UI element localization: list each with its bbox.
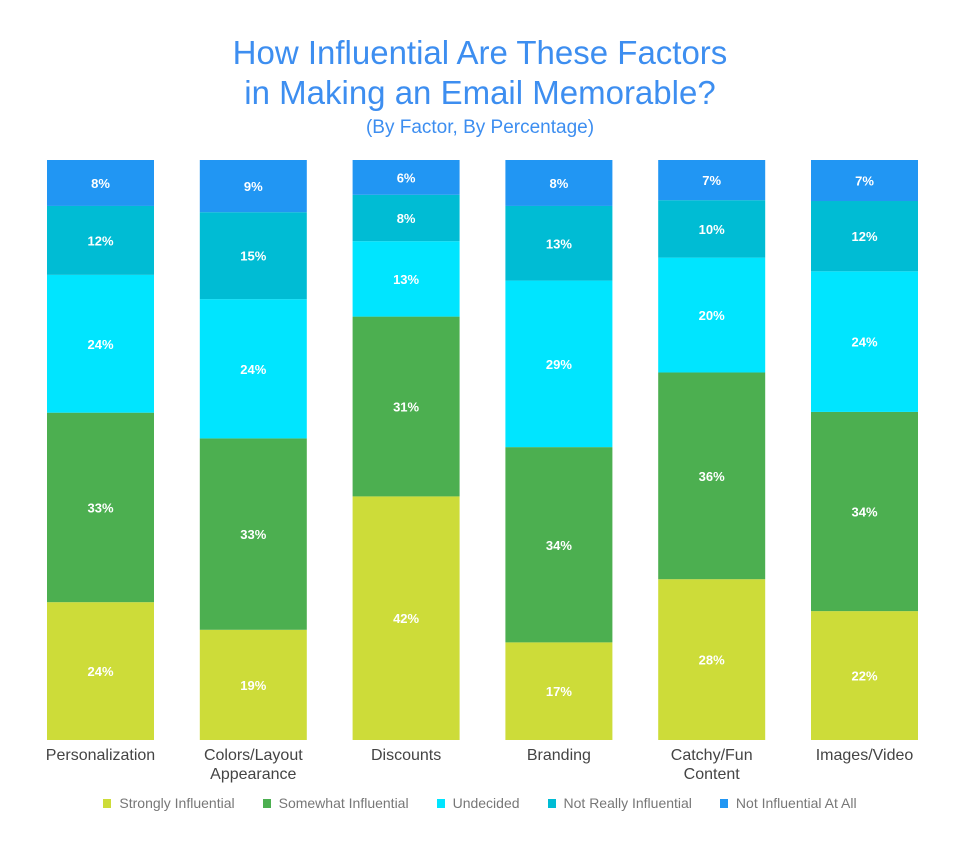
data-label: 42% (393, 611, 419, 626)
data-label: 33% (240, 527, 266, 542)
legend-label: Somewhat Influential (278, 795, 409, 811)
data-label: 17% (546, 684, 572, 699)
legend-item: Not Influential At All (719, 795, 857, 811)
category-label: Discounts (371, 747, 441, 764)
legend-swatch (436, 798, 445, 808)
category-label: Personalization (46, 747, 155, 764)
bar-segment (658, 160, 766, 201)
bar-segment (199, 438, 307, 630)
data-label: 24% (851, 335, 877, 350)
data-label: 24% (87, 337, 113, 352)
data-label: 24% (87, 664, 113, 679)
bar-segment (658, 372, 766, 580)
bar-segment (47, 274, 154, 413)
data-label: 15% (240, 249, 266, 264)
legend-item: Somewhat Influential (262, 795, 409, 811)
category-label: Images/Video (816, 747, 914, 764)
bar-segment (658, 579, 766, 740)
bar-segment (352, 160, 460, 195)
data-label: 34% (546, 538, 572, 553)
data-label: 34% (851, 505, 877, 520)
data-label: 33% (87, 500, 113, 515)
legend-swatch (719, 798, 728, 808)
data-label: 6% (397, 170, 416, 185)
bar-segment (47, 205, 154, 275)
bar-segment (505, 160, 613, 206)
legend-label: Undecided (452, 795, 520, 811)
chart-title-line-1: How Influential Are These Factors (232, 34, 728, 71)
legend-swatch (103, 798, 112, 808)
bar-segment (811, 160, 918, 202)
category-label: Branding (527, 747, 591, 764)
bar-segment (658, 200, 766, 258)
data-label: 8% (550, 176, 569, 191)
bar-segment (199, 212, 307, 300)
bar-segment (47, 602, 154, 740)
bar-segment (505, 447, 613, 643)
chart-subtitle: (By Factor, By Percentage) (365, 117, 595, 138)
chart-title-line-2: in Making an Email Memorable? (244, 74, 716, 111)
data-label: 29% (546, 357, 572, 372)
category-label: Catchy/Fun (671, 747, 753, 764)
legend-label: Not Influential At All (735, 795, 857, 811)
bar-segment (811, 271, 918, 412)
bar-segment (352, 316, 460, 497)
legend-item: Not Really Influential (547, 795, 692, 811)
legend-swatch (262, 798, 271, 808)
data-label: 24% (240, 362, 266, 377)
data-label: 10% (699, 222, 725, 237)
legend-swatch (547, 798, 556, 808)
data-label: 36% (699, 469, 725, 484)
data-label: 7% (702, 173, 721, 188)
bar-segment (811, 411, 918, 612)
bar-segment (199, 629, 307, 740)
bar-segment (199, 299, 307, 439)
bar-segment (47, 160, 154, 206)
legend: Strongly Influential Somewhat Influential… (0, 795, 960, 811)
data-label: 8% (91, 176, 110, 191)
category-label: Content (684, 766, 741, 783)
legend-label: Strongly Influential (119, 795, 235, 811)
bar-segment (199, 160, 307, 213)
data-label: 20% (699, 308, 725, 323)
bar-segment (352, 241, 460, 317)
bar-segment (352, 496, 460, 740)
data-label: 22% (851, 669, 877, 684)
data-label: 28% (699, 653, 725, 668)
data-label: 8% (397, 211, 416, 226)
bar-segment (811, 201, 918, 272)
legend-label: Not Really Influential (563, 795, 692, 811)
data-label: 9% (244, 179, 263, 194)
data-label: 19% (240, 678, 266, 693)
bar-segment (352, 194, 460, 242)
bar-segment (505, 642, 613, 740)
bar-segment (811, 611, 918, 740)
data-label: 7% (855, 174, 874, 189)
bar-segment (505, 205, 613, 281)
data-label: 12% (851, 229, 877, 244)
data-label: 12% (87, 233, 113, 248)
bar-segment (47, 412, 154, 603)
data-label: 31% (393, 400, 419, 415)
plot-area: 24% 33% 24% 12% 8% Personalization 19% 33% 24% 15… (46, 160, 918, 783)
legend-item: Strongly Influential (103, 795, 235, 811)
bar-segment (658, 257, 766, 373)
data-label: 13% (546, 236, 572, 251)
data-label: 13% (393, 272, 419, 287)
bar-segment (505, 280, 613, 448)
legend-item: Undecided (436, 795, 520, 811)
category-label: Colors/Layout (204, 747, 303, 764)
category-label: Appearance (210, 766, 296, 783)
